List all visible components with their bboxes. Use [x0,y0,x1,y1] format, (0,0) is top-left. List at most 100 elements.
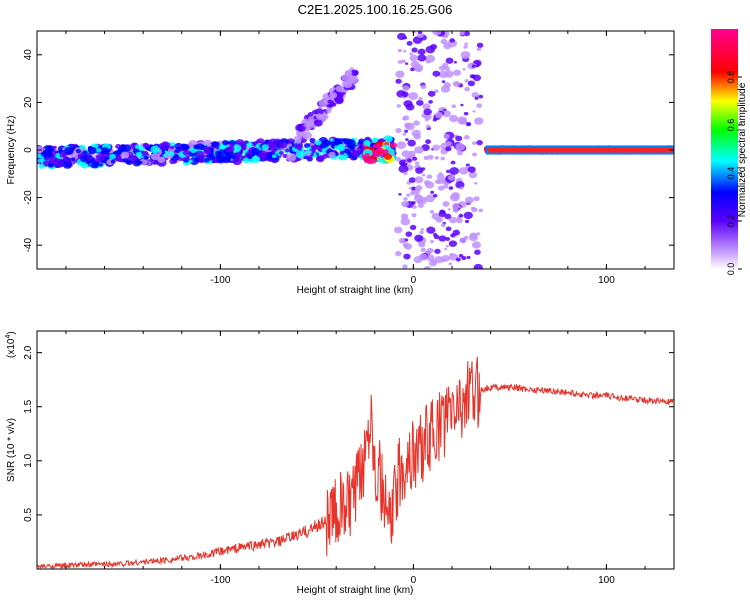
heatmap-cell [425,59,431,64]
heatmap-cell [358,144,364,149]
heatmap-cell [408,186,412,190]
heatmap-cell [339,151,345,155]
heatmap-cell [161,146,166,151]
heatmap-cell [474,117,484,125]
heatmap-cell [468,171,478,179]
heatmap-cell [409,54,419,62]
heatmap-cell [471,64,476,68]
heatmap-cell [138,160,143,165]
heatmap-cell [232,157,243,166]
heatmap-cell [218,144,225,150]
heatmap-cell [206,142,212,147]
heatmap-cell [404,129,409,133]
heatmap-cell [390,142,398,148]
heatmap-cell [422,103,431,110]
heatmap-cell [414,234,424,242]
heatmap-cell [434,179,441,184]
heatmap-cell [398,192,402,196]
heatmap-cell [212,148,218,152]
heatmap-cell [295,139,302,144]
heatmap-cell [222,139,229,146]
colorbar-label: Normalized spectral amplitude [737,82,748,217]
heatmap-cell [409,52,414,56]
heatmap-cell [463,45,468,49]
heatmap-cell [426,226,436,234]
heatmap-cell [419,230,424,235]
heatmap-cell [338,152,349,161]
heatmap-cell [407,139,416,147]
heatmap-cell [135,151,143,157]
heatmap-cell [319,141,328,149]
heatmap-cell [302,131,313,140]
x-tick-label: 100 [598,575,615,586]
heatmap-cell [438,65,446,71]
heatmap-cell [414,186,420,191]
heatmap-cell [327,99,333,104]
heatmap-cell [464,79,469,83]
heatmap-cell [169,151,175,157]
heatmap-cell [75,149,81,154]
heatmap-cell [431,212,441,220]
heatmap-cell [329,92,338,99]
heatmap-cell [246,150,253,156]
heatmap-cell [408,150,416,157]
heatmap-cell [423,265,432,269]
x-tick-label: 0 [411,575,417,586]
heatmap-cell [426,174,433,179]
heatmap-cell [62,161,73,169]
heatmap-cell [345,139,356,148]
heatmap-cell [444,213,452,220]
heatmap-cell [414,146,424,154]
heatmap-cell [427,154,434,160]
heatmap-cell [393,226,403,234]
heatmap-cell [142,142,149,148]
heatmap-cell [467,166,476,173]
heatmap-cell [414,176,424,184]
figure-title: C2E1.2025.100.16.25.G06 [298,2,453,17]
heatmap-cell [341,74,350,82]
heatmap-cell [405,122,415,131]
heatmap-cell [476,140,483,146]
heatmap-cell [64,146,74,155]
heatmap-cell [376,158,383,163]
heatmap-cell [462,68,466,71]
heatmap-cell [395,251,402,257]
heatmap-cell [96,148,102,153]
heatmap-cell [455,135,463,142]
heatmap-cell [452,229,461,236]
heatmap-cell [109,153,117,160]
heatmap-cell [445,146,452,152]
heatmap-cell [271,154,277,159]
heatmap-cell [463,111,469,116]
heatmap-cell [450,160,456,165]
heatmap-cell [460,103,464,107]
heatmap-cell [342,138,347,142]
heatmap-cell [434,89,439,93]
heatmap-cell [395,70,405,78]
heatmap-cell [448,186,454,190]
heatmap-cell [311,110,318,115]
heatmap-cell [229,143,235,148]
colorbar-tick-label: 0.4 [726,167,736,180]
heatmap-cell [436,173,445,180]
heatmap-cell [157,156,166,164]
heatmap-cell [417,54,427,62]
y-tick-label: 0 [23,147,34,153]
heatmap-cell [434,248,441,254]
heatmap-cell [90,161,100,169]
heatmap-cell [170,145,175,150]
heatmap-cell [350,76,360,84]
heatmap-cell [413,120,420,126]
heatmap-cell [80,155,89,163]
heatmap-cell [459,31,465,36]
snr-x-label: Height of straight line (km) [297,585,414,596]
heatmap-cell [476,47,482,52]
heatmap-cell [444,247,448,251]
heatmap-cell [48,156,59,165]
y-tick-label: -40 [23,238,34,253]
heatmap-cell [150,152,160,161]
heatmap-cell [350,69,359,76]
colorbar-gradient [711,29,738,269]
heatmap-cell [315,140,322,146]
heatmap-cell [430,190,435,194]
